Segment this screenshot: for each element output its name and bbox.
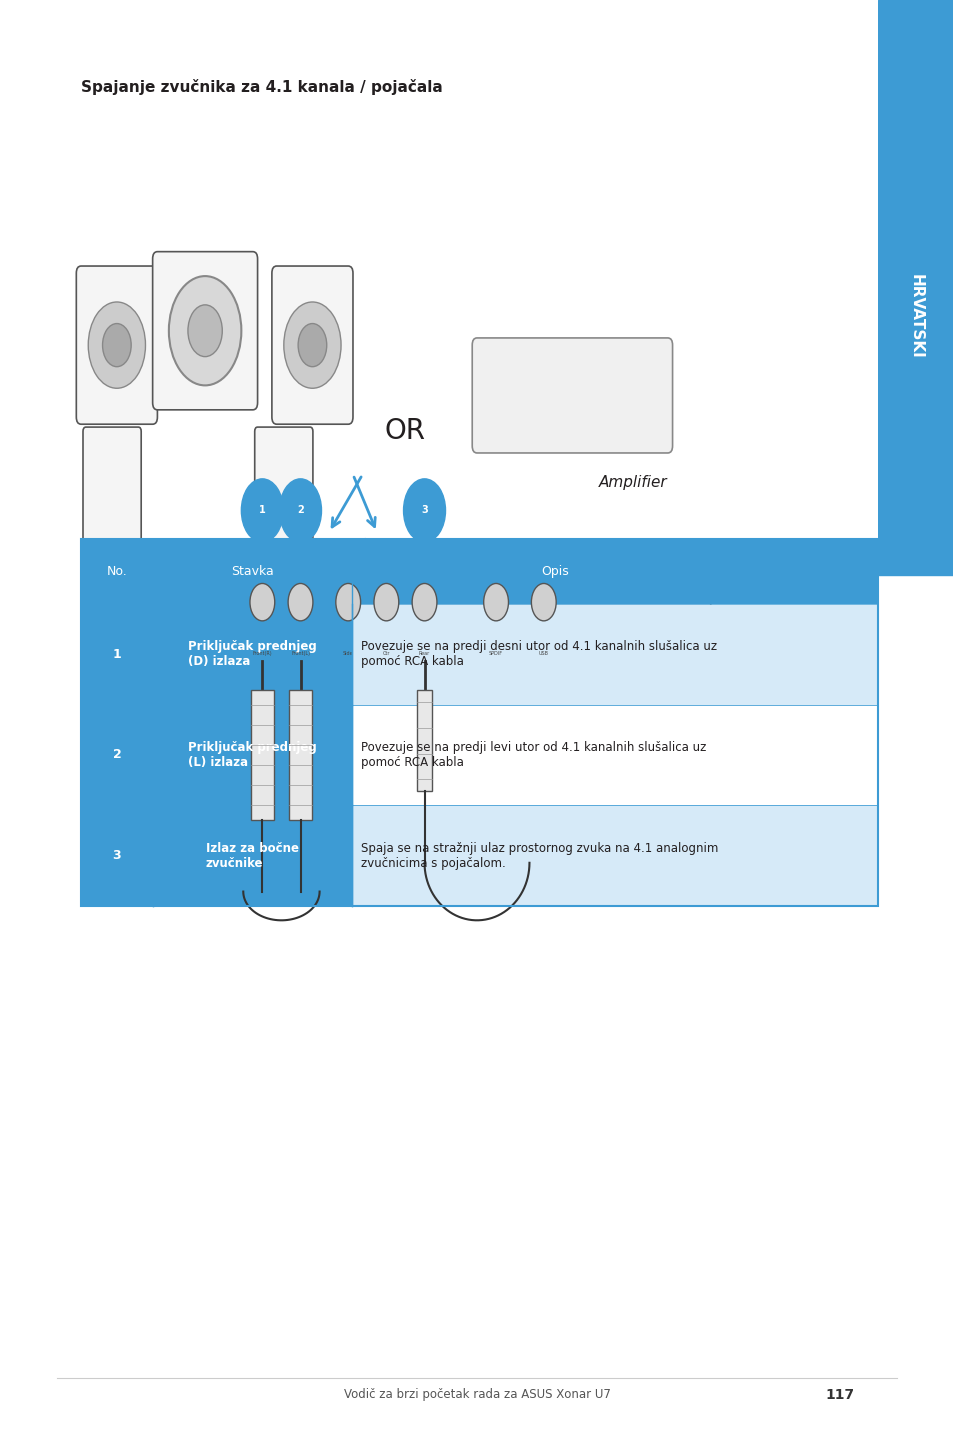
Text: Priključak prednjeg
(L) izlaza: Priključak prednjeg (L) izlaza — [188, 741, 316, 769]
Text: 3: 3 — [112, 848, 121, 863]
Circle shape — [279, 479, 321, 542]
FancyBboxPatch shape — [272, 266, 353, 424]
FancyBboxPatch shape — [76, 266, 157, 424]
Bar — [877, 0, 953, 575]
Circle shape — [335, 584, 360, 621]
Text: SPDIF: SPDIF — [489, 651, 502, 656]
Bar — [81, 539, 877, 906]
Circle shape — [103, 324, 131, 367]
Text: Spajanje zvučnika za 4.1 kanala / pojačala: Spajanje zvučnika za 4.1 kanala / pojača… — [81, 79, 442, 95]
Text: Opis: Opis — [540, 565, 568, 578]
Text: 2: 2 — [112, 748, 121, 762]
Circle shape — [288, 584, 313, 621]
Circle shape — [483, 584, 508, 621]
Circle shape — [283, 302, 341, 388]
Text: 2: 2 — [296, 506, 304, 515]
Bar — [81, 705, 152, 805]
Text: Spaja se na stražnji ulaz prostornog zvuka na 4.1 analognim
zvučnicima s pojačal: Spaja se na stražnji ulaz prostornog zvu… — [361, 841, 719, 870]
Text: OR: OR — [385, 417, 425, 446]
Bar — [81, 539, 877, 604]
Text: USB: USB — [538, 651, 548, 656]
Bar — [81, 604, 152, 705]
Text: Front(L): Front(L) — [291, 651, 310, 656]
Circle shape — [403, 479, 445, 542]
FancyBboxPatch shape — [83, 427, 141, 544]
Bar — [416, 690, 432, 791]
Text: 117: 117 — [824, 1388, 853, 1402]
Text: Ctr: Ctr — [382, 651, 390, 656]
Text: Izlaz za bočne
zvučnike: Izlaz za bočne zvučnike — [206, 841, 298, 870]
Bar — [152, 604, 352, 705]
Text: Povezuje se na predji desni utor od 4.1 kanalnih slušalica uz
pomoć RCA kabla: Povezuje se na predji desni utor od 4.1 … — [361, 640, 717, 669]
Bar — [152, 705, 352, 805]
FancyBboxPatch shape — [152, 252, 257, 410]
Text: Amplifier: Amplifier — [598, 475, 667, 489]
Text: 3: 3 — [420, 506, 428, 515]
Text: HRVATSKI: HRVATSKI — [907, 275, 923, 358]
Bar — [81, 805, 877, 906]
Text: 1: 1 — [112, 647, 121, 661]
Circle shape — [169, 276, 241, 385]
Circle shape — [531, 584, 556, 621]
Circle shape — [374, 584, 398, 621]
Circle shape — [250, 584, 274, 621]
Bar — [81, 805, 152, 906]
Bar — [81, 705, 877, 805]
Text: Povezuje se na predji levi utor od 4.1 kanalnih slušalica uz
pomoć RCA kabla: Povezuje se na predji levi utor od 4.1 k… — [361, 741, 706, 769]
Bar — [152, 805, 352, 906]
Circle shape — [297, 324, 326, 367]
Text: Front(R): Front(R) — [253, 651, 272, 656]
Bar — [81, 604, 877, 705]
FancyBboxPatch shape — [205, 546, 710, 669]
Text: Priključak prednjeg
(D) izlaza: Priključak prednjeg (D) izlaza — [188, 640, 316, 669]
FancyBboxPatch shape — [254, 427, 313, 544]
Bar — [251, 690, 274, 820]
Text: Side: Side — [342, 651, 354, 656]
Circle shape — [412, 584, 436, 621]
Text: No.: No. — [107, 565, 127, 578]
Circle shape — [188, 305, 222, 357]
Text: Stavka: Stavka — [231, 565, 274, 578]
Circle shape — [241, 479, 283, 542]
Text: Vodič za brzi početak rada za ASUS Xonar U7: Vodič za brzi početak rada za ASUS Xonar… — [343, 1388, 610, 1402]
Circle shape — [89, 302, 145, 388]
Text: Rear: Rear — [418, 651, 430, 656]
Text: 1: 1 — [258, 506, 266, 515]
Bar — [289, 690, 312, 820]
FancyBboxPatch shape — [472, 338, 672, 453]
